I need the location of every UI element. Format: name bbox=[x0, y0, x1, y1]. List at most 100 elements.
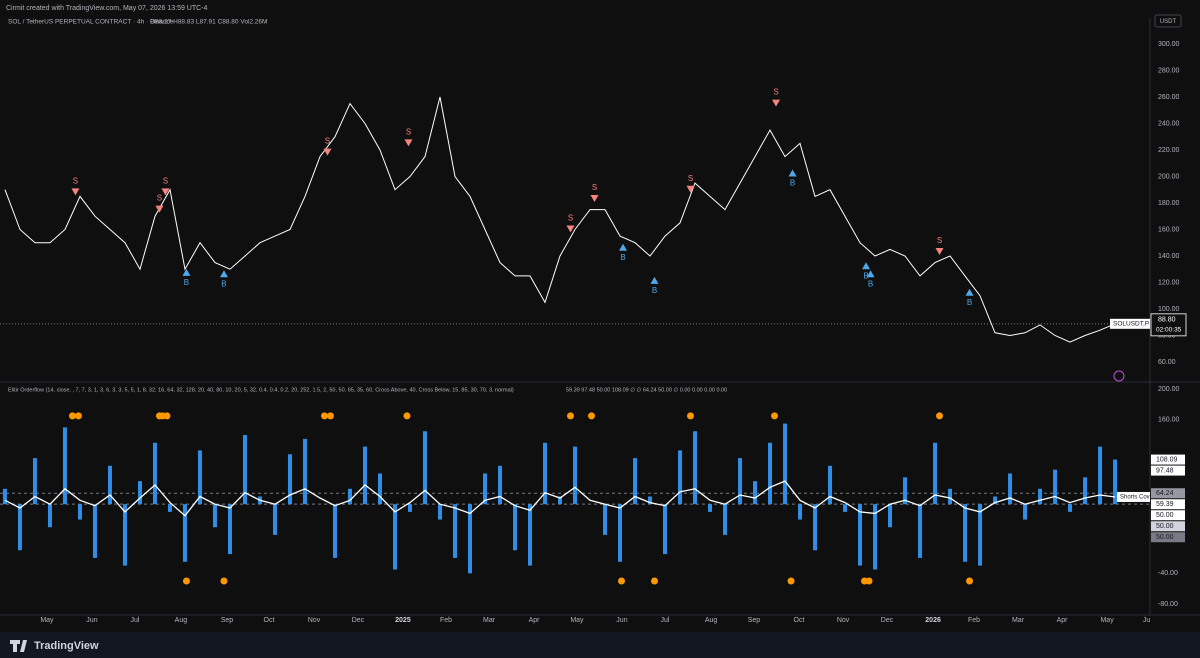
flow-bar bbox=[512, 504, 517, 551]
sell-label: S bbox=[73, 176, 78, 185]
flow-bar bbox=[347, 488, 352, 505]
signal-dot bbox=[618, 577, 626, 585]
signal-dot bbox=[566, 412, 574, 420]
flow-bar bbox=[1008, 473, 1013, 505]
sell-marker bbox=[935, 248, 944, 256]
flow-bar bbox=[1113, 459, 1118, 505]
signal-dot bbox=[687, 412, 695, 420]
x-tick-label: Dec bbox=[352, 617, 365, 624]
flow-bar bbox=[948, 488, 953, 505]
footer bbox=[0, 632, 1200, 658]
sell-marker bbox=[772, 99, 781, 107]
signal-dot bbox=[651, 577, 659, 585]
y-tick-label: 240.00 bbox=[1158, 120, 1180, 127]
sell-marker bbox=[323, 148, 332, 156]
x-tick-label: Oct bbox=[264, 617, 275, 624]
x-tick-label: Aug bbox=[175, 617, 188, 624]
flow-bar bbox=[633, 458, 638, 505]
buy-label: B bbox=[790, 179, 795, 188]
buy-marker bbox=[619, 243, 628, 251]
x-tick-label: Dec bbox=[881, 617, 894, 624]
flow-bar bbox=[107, 465, 112, 505]
sell-marker bbox=[161, 188, 170, 196]
flow-bar bbox=[738, 458, 743, 505]
x-tick-label: Ju bbox=[1143, 617, 1151, 624]
flow-bar bbox=[497, 465, 502, 505]
flow-bar bbox=[768, 442, 773, 505]
signal-dot bbox=[403, 412, 411, 420]
flow-bar bbox=[47, 504, 52, 528]
value-tag bbox=[1151, 521, 1185, 532]
sell-marker bbox=[590, 195, 599, 203]
price-line bbox=[4, 96, 1116, 343]
flow-bar bbox=[2, 488, 7, 505]
countdown: 02:00:35 bbox=[1156, 327, 1182, 334]
flow-bar bbox=[122, 504, 127, 566]
buy-marker bbox=[965, 288, 974, 296]
sell-label: S bbox=[406, 127, 411, 136]
price-tag bbox=[1150, 313, 1187, 337]
sell-label: S bbox=[688, 174, 693, 183]
flow-bar bbox=[197, 450, 202, 505]
buy-label: B bbox=[868, 279, 873, 288]
flow-bar bbox=[287, 454, 292, 505]
buy-marker bbox=[650, 276, 659, 284]
flow-bar bbox=[783, 423, 788, 505]
flow-bar bbox=[663, 504, 668, 555]
flow-bar bbox=[648, 496, 653, 505]
y-tick-label: 60.00 bbox=[1158, 359, 1176, 366]
y-tick-label: 200.00 bbox=[1158, 173, 1180, 180]
replay-icon[interactable] bbox=[1113, 370, 1125, 382]
y-tick-label: -80.00 bbox=[1158, 601, 1178, 608]
value-label: 59.39 bbox=[1156, 501, 1174, 508]
x-tick-label: Sep bbox=[221, 617, 234, 624]
flow-bar bbox=[527, 504, 532, 566]
flow-bar bbox=[392, 504, 397, 570]
buy-label: B bbox=[184, 278, 189, 287]
signal-dot bbox=[182, 577, 190, 585]
flow-bar bbox=[1083, 477, 1088, 505]
x-tick-label: Nov bbox=[308, 617, 321, 624]
sell-label: S bbox=[937, 236, 942, 245]
buy-label: B bbox=[967, 298, 972, 307]
x-tick-label: Oct bbox=[794, 617, 805, 624]
flow-bar bbox=[302, 438, 307, 505]
y-tick-label: 180.00 bbox=[1158, 200, 1180, 207]
value-label: 64.24 bbox=[1156, 490, 1174, 497]
x-tick-label: May bbox=[1100, 617, 1114, 624]
value-tag bbox=[1151, 532, 1185, 543]
signal-dot bbox=[163, 412, 171, 420]
signal-dot bbox=[74, 412, 82, 420]
buy-label: B bbox=[620, 253, 625, 262]
x-tick-label: 2025 bbox=[395, 617, 411, 624]
value-label: 50.00 bbox=[1156, 512, 1174, 519]
x-tick-label: Aug bbox=[705, 617, 718, 624]
y-tick-label: 120.00 bbox=[1158, 279, 1180, 286]
y-tick-label: 140.00 bbox=[1158, 253, 1180, 260]
flow-bar bbox=[227, 504, 232, 555]
signal-dot bbox=[966, 577, 974, 585]
flow-bar bbox=[17, 504, 22, 551]
price-label: 88.80 bbox=[1158, 317, 1176, 324]
signal-dot bbox=[68, 412, 76, 420]
x-tick-label: Jun bbox=[616, 617, 627, 624]
flow-bar bbox=[1053, 469, 1058, 505]
y-tick-label: -40.00 bbox=[1158, 570, 1178, 577]
sell-label: S bbox=[773, 88, 778, 97]
flow-bar bbox=[798, 504, 803, 520]
flow-bar bbox=[242, 435, 247, 505]
flow-bar bbox=[452, 504, 457, 558]
x-tick-label: May bbox=[570, 617, 584, 624]
flow-bar bbox=[212, 504, 217, 528]
x-tick-label: Jul bbox=[131, 617, 140, 624]
y-tick-label: 260.00 bbox=[1158, 94, 1180, 101]
flow-bar bbox=[1038, 488, 1043, 505]
sell-label: S bbox=[163, 176, 168, 185]
signal-dot bbox=[865, 577, 873, 585]
signal-dot bbox=[220, 577, 228, 585]
flow-bar bbox=[753, 481, 758, 505]
logo: TradingView bbox=[34, 640, 99, 652]
